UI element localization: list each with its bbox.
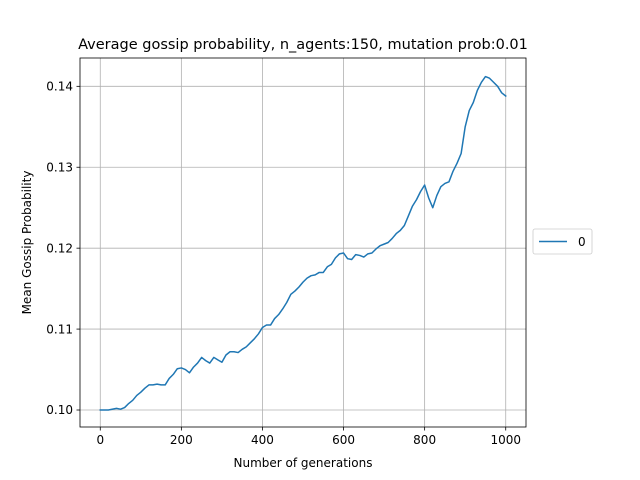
chart-title: Average gossip probability, n_agents:150… — [78, 37, 528, 53]
x-axis-label: Number of generations — [234, 456, 373, 470]
y-tick-label: 0.13 — [46, 160, 73, 174]
y-tick-label: 0.10 — [46, 403, 73, 417]
y-tick-label: 0.14 — [46, 80, 73, 94]
x-tick-label: 1000 — [490, 433, 521, 447]
x-tick-label: 800 — [413, 433, 436, 447]
y-tick-label: 0.12 — [46, 241, 73, 255]
ticks: 0 200 400 600 800 1000 0.10 0.11 0.12 0.13 0.14 — [46, 80, 521, 447]
y-axis-label: Mean Gossip Probability — [20, 171, 34, 315]
y-tick-label: 0.11 — [46, 322, 73, 336]
x-tick-label: 400 — [251, 433, 274, 447]
legend-label: 0 — [578, 235, 586, 249]
grid — [80, 58, 526, 427]
series-layer — [99, 75, 507, 411]
x-tick-label: 0 — [96, 433, 104, 447]
x-tick-label: 600 — [332, 433, 355, 447]
plot-frame — [79, 57, 527, 428]
x-tick-label: 200 — [170, 433, 193, 447]
series-line-0 — [99, 75, 507, 411]
legend: 0 — [532, 228, 593, 255]
